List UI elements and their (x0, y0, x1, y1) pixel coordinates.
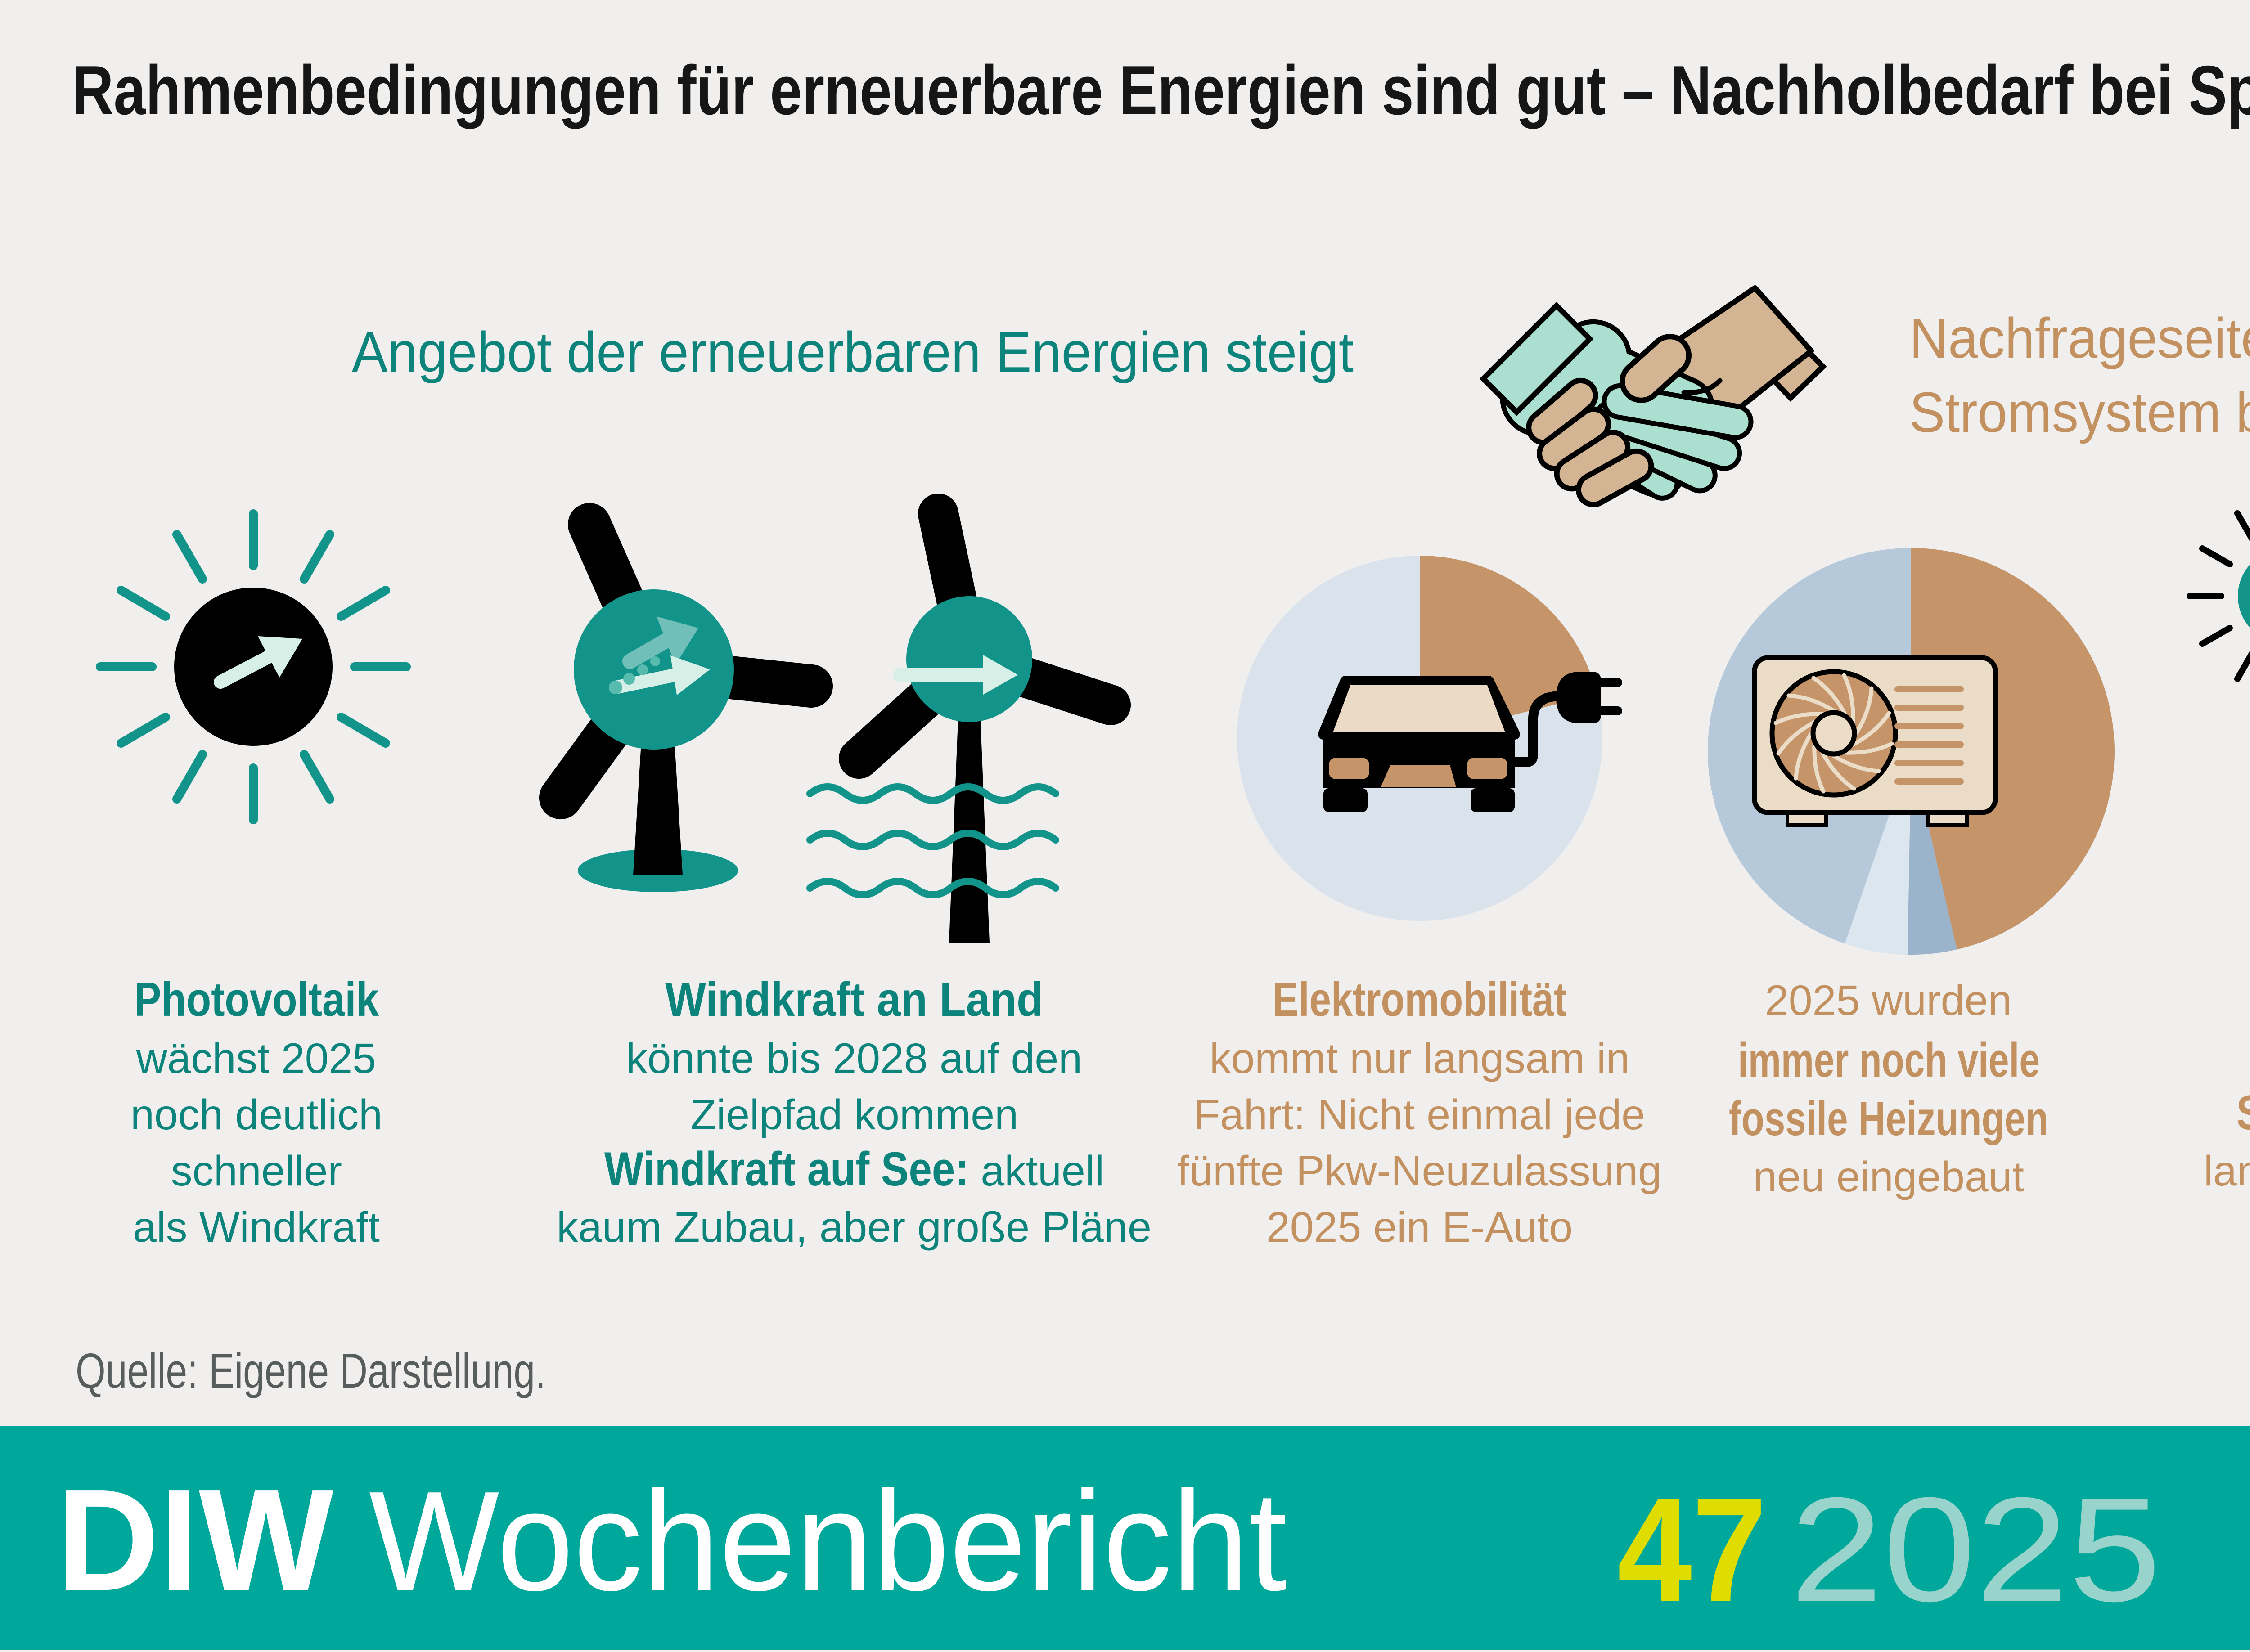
svg-text:noch deutlich: noch deutlich (130, 1091, 382, 1139)
svg-text:fünfte Pkw-Neuzulassung: fünfte Pkw-Neuzulassung (1177, 1147, 1662, 1195)
svg-text:Fahrt: Nicht einmal jede: Fahrt: Nicht einmal jede (1194, 1091, 1645, 1139)
svg-text:Windkraft auf See:: Windkraft auf See: (604, 1142, 969, 1196)
svg-text:47: 47 (1617, 1466, 1767, 1632)
svg-text:langsamer gewachsen: langsamer gewachsen (2204, 1147, 2250, 1195)
svg-text:DIW: DIW (56, 1459, 335, 1621)
svg-text:2025 ein E-Auto: 2025 ein E-Auto (1266, 1203, 1573, 1251)
svg-text:aktuell: aktuell (969, 1147, 1104, 1195)
svg-text:immer noch viele: immer noch viele (1738, 1033, 2040, 1087)
svg-text:Nachfrageseite hinkt hinterher: Nachfrageseite hinkt hinterher. (1909, 306, 2250, 370)
svg-text:Zielpfad kommen: Zielpfad kommen (690, 1091, 1018, 1139)
svg-text:Angebot der erneuerbaren Energ: Angebot der erneuerbaren Energien steigt (352, 320, 1354, 384)
svg-text:Quelle: Eigene Darstellung.: Quelle: Eigene Darstellung. (76, 1343, 546, 1399)
svg-text:kaum Zubau, aber große Pläne: kaum Zubau, aber große Pläne (557, 1203, 1152, 1251)
svg-text:2025 wurden: 2025 wurden (1765, 977, 2012, 1024)
svg-text:2025: 2025 (1790, 1466, 2161, 1632)
svg-text:Photovoltaik: Photovoltaik (134, 972, 379, 1026)
svg-text:Rahmenbedingungen für erneuerb: Rahmenbedingungen für erneuerbare Energi… (72, 51, 2250, 129)
svg-text:Speicher: Speicher (2236, 1086, 2250, 1140)
svg-text:schneller: schneller (171, 1147, 342, 1195)
svg-text:kommt nur langsam in: kommt nur langsam in (1210, 1035, 1630, 1082)
svg-text:fossile Heizungen: fossile Heizungen (1729, 1091, 2048, 1145)
svg-text:Elektromobilität: Elektromobilität (1273, 972, 1567, 1026)
svg-text:wächst 2025: wächst 2025 (136, 1035, 376, 1082)
svg-text:könnte bis 2028 auf den: könnte bis 2028 auf den (626, 1035, 1082, 1082)
svg-text:Windkraft an Land: Windkraft an Land (665, 972, 1043, 1026)
svg-text:neu eingebaut: neu eingebaut (1753, 1153, 2024, 1201)
svg-text:als Windkraft: als Windkraft (133, 1203, 380, 1251)
svg-text:Stromsystem braucht mehr Flexi: Stromsystem braucht mehr Flexibilität! (1909, 381, 2250, 444)
svg-text:Wochenbericht: Wochenbericht (369, 1462, 1287, 1620)
